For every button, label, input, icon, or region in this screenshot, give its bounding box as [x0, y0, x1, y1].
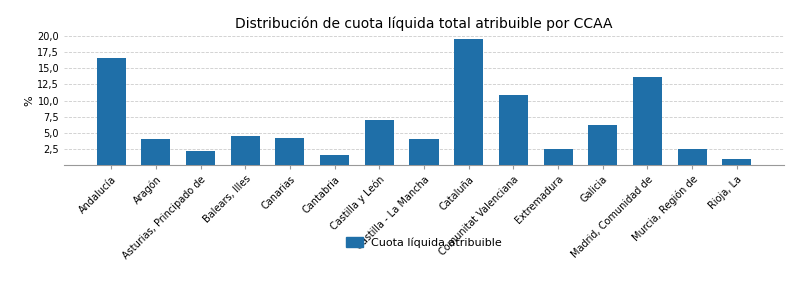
Bar	[499, 95, 528, 165]
Bar	[454, 39, 483, 165]
Bar	[97, 58, 126, 165]
Bar	[410, 139, 438, 165]
Bar	[365, 121, 394, 165]
Bar	[230, 136, 260, 165]
Bar	[543, 149, 573, 165]
Y-axis label: %: %	[25, 95, 34, 106]
Bar	[142, 139, 170, 165]
Title: Distribución de cuota líquida total atribuible por CCAA: Distribución de cuota líquida total atri…	[235, 16, 613, 31]
Bar	[633, 76, 662, 165]
Bar	[186, 151, 215, 165]
Bar	[275, 138, 305, 165]
Bar	[588, 125, 618, 165]
Legend: Cuota líquida atribuible: Cuota líquida atribuible	[342, 233, 506, 252]
Bar	[678, 149, 706, 165]
Bar	[722, 158, 751, 165]
Bar	[320, 155, 349, 165]
